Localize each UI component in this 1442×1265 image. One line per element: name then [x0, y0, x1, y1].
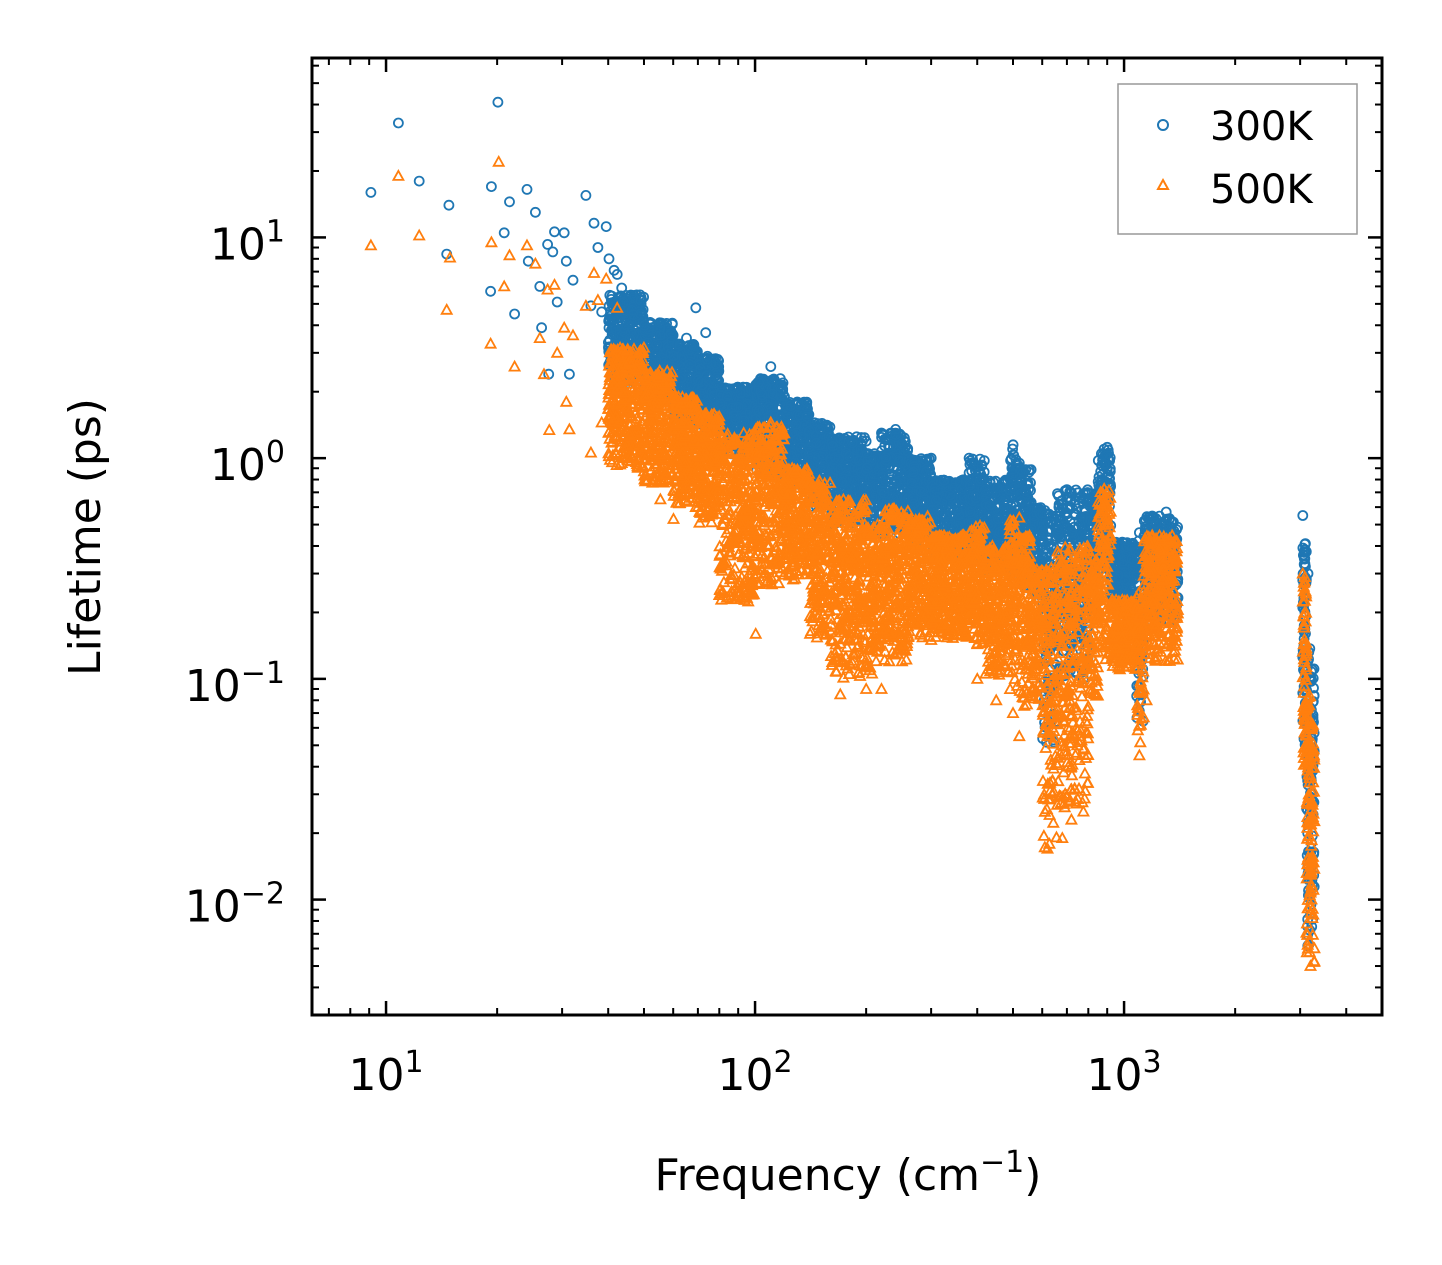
data-point-300k — [801, 411, 813, 423]
data-point-300k — [794, 409, 806, 421]
data-point-300k — [776, 379, 788, 391]
data-point-300k — [757, 404, 769, 416]
data-point-300k — [785, 400, 796, 412]
data-point-300k — [710, 358, 721, 370]
data-point-300k — [607, 313, 619, 324]
data-point-300k — [728, 420, 739, 432]
data-point-300k — [730, 413, 741, 425]
data-point-300k — [606, 324, 617, 336]
data-point-300k — [665, 328, 677, 340]
data-point-300k — [692, 374, 704, 386]
data-point-300k — [791, 418, 802, 430]
data-point-300k — [610, 299, 622, 311]
data-point-300k — [650, 330, 662, 342]
data-point-300k — [801, 396, 813, 408]
data-point-300k — [756, 389, 768, 401]
data-point-300k — [766, 383, 778, 395]
data-point-300k — [711, 372, 723, 384]
data-point-300k — [688, 340, 700, 352]
data-point-300k — [671, 338, 683, 350]
data-point-300k — [694, 359, 705, 371]
data-point-300k — [695, 363, 706, 375]
data-point-300k — [655, 321, 666, 333]
data-point-300k — [678, 352, 689, 364]
data-point-300k — [701, 370, 713, 382]
data-point-300k — [781, 403, 793, 415]
data-point-300k — [628, 309, 639, 321]
data-point-300k — [786, 450, 798, 462]
data-point-300k — [820, 420, 832, 432]
data-point-300k — [811, 437, 822, 449]
data-point-300k — [610, 324, 622, 336]
data-point-300k — [767, 388, 778, 400]
data-point-300k — [650, 354, 662, 366]
data-point-300k — [735, 388, 746, 399]
data-point-300k — [763, 401, 774, 413]
data-point-300k — [618, 296, 629, 308]
data-point-300k — [791, 434, 803, 445]
data-point-300k — [635, 295, 647, 307]
data-point-300k — [791, 399, 803, 411]
data-point-300k — [695, 376, 706, 388]
data-point-300k — [721, 391, 733, 402]
data-point-300k — [700, 375, 712, 387]
data-point-300k — [655, 317, 667, 329]
data-point-300k — [753, 377, 765, 389]
data-point-300k — [646, 317, 657, 329]
data-point-300k — [620, 310, 632, 321]
data-point-300k — [675, 373, 687, 384]
data-point-300k — [744, 411, 756, 423]
data-point-300k — [618, 333, 630, 345]
